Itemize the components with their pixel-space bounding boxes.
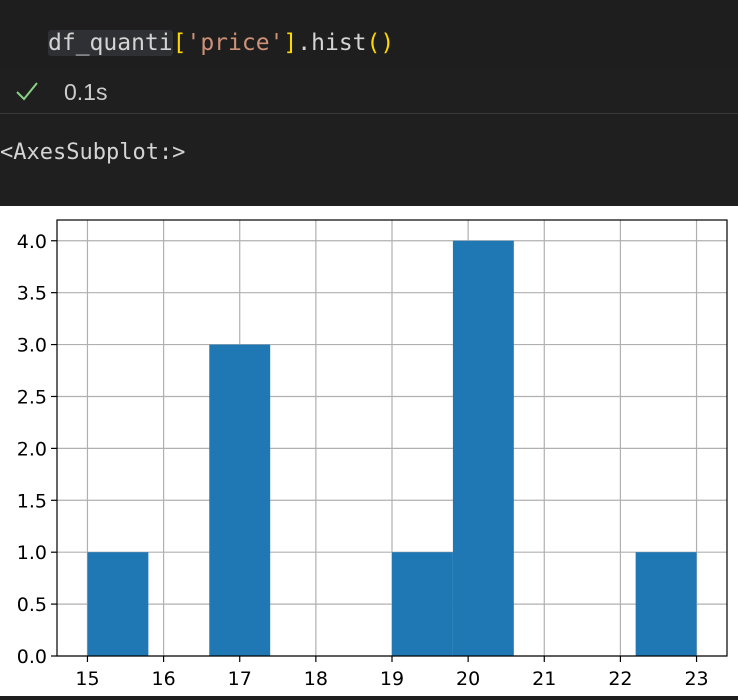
histogram-chart: 15 16 17 18 19 20 21 22 23 0.0 0.5 1.0 1.5 2.0 2.5 3.0 3… <box>17 219 728 690</box>
y-tick-label: 2.5 <box>17 386 47 408</box>
x-tick-label: 15 <box>75 668 99 690</box>
x-tick-label: 17 <box>228 668 252 690</box>
cell-output-text: <AxesSubplot:> <box>0 140 186 165</box>
y-tick-label: 1.0 <box>17 542 47 564</box>
histogram-output: 15 16 17 18 19 20 21 22 23 0.0 0.5 1.0 1.5 2.0 2.5 3.0 3… <box>0 206 738 696</box>
code-string: 'price' <box>186 30 284 56</box>
code-method: .hist <box>297 30 367 56</box>
execution-status: 0.1s <box>0 72 738 112</box>
notebook-cell: df_quanti['price'].hist() 0.1s <AxesSubp… <box>0 0 738 206</box>
histogram-bar <box>452 240 514 656</box>
code-parens: () <box>366 30 395 56</box>
cell-divider <box>0 113 738 114</box>
y-tick-label: 4.0 <box>17 231 47 253</box>
execution-time: 0.1s <box>64 79 108 105</box>
code-close-bracket: ] <box>283 30 298 56</box>
code-cell-editor[interactable]: df_quanti['price'].hist() <box>0 0 738 68</box>
check-icon <box>16 82 38 101</box>
y-tick-label: 1.5 <box>17 490 47 512</box>
y-tick-label: 3.5 <box>17 283 47 305</box>
histogram-bar <box>392 552 453 656</box>
code-open-bracket: [ <box>172 30 187 56</box>
x-tick-label: 16 <box>151 668 175 690</box>
y-tick-label: 2.0 <box>17 438 47 460</box>
x-tick-label: 19 <box>380 668 404 690</box>
histogram-bar <box>209 344 271 656</box>
x-tick-label: 18 <box>304 668 328 690</box>
y-tick-label: 0.5 <box>17 594 47 616</box>
x-tick-label: 21 <box>532 668 556 690</box>
x-tick-label: 20 <box>456 668 480 690</box>
x-tick-label: 22 <box>608 668 632 690</box>
y-tick-label: 0.0 <box>17 646 47 668</box>
code-line[interactable]: df_quanti['price'].hist() <box>48 26 394 60</box>
y-tick-label: 3.0 <box>17 335 47 357</box>
histogram-bar <box>635 552 697 656</box>
code-variable: df_quanti <box>48 30 173 56</box>
histogram-bar <box>87 552 149 656</box>
x-tick-label: 23 <box>684 668 708 690</box>
